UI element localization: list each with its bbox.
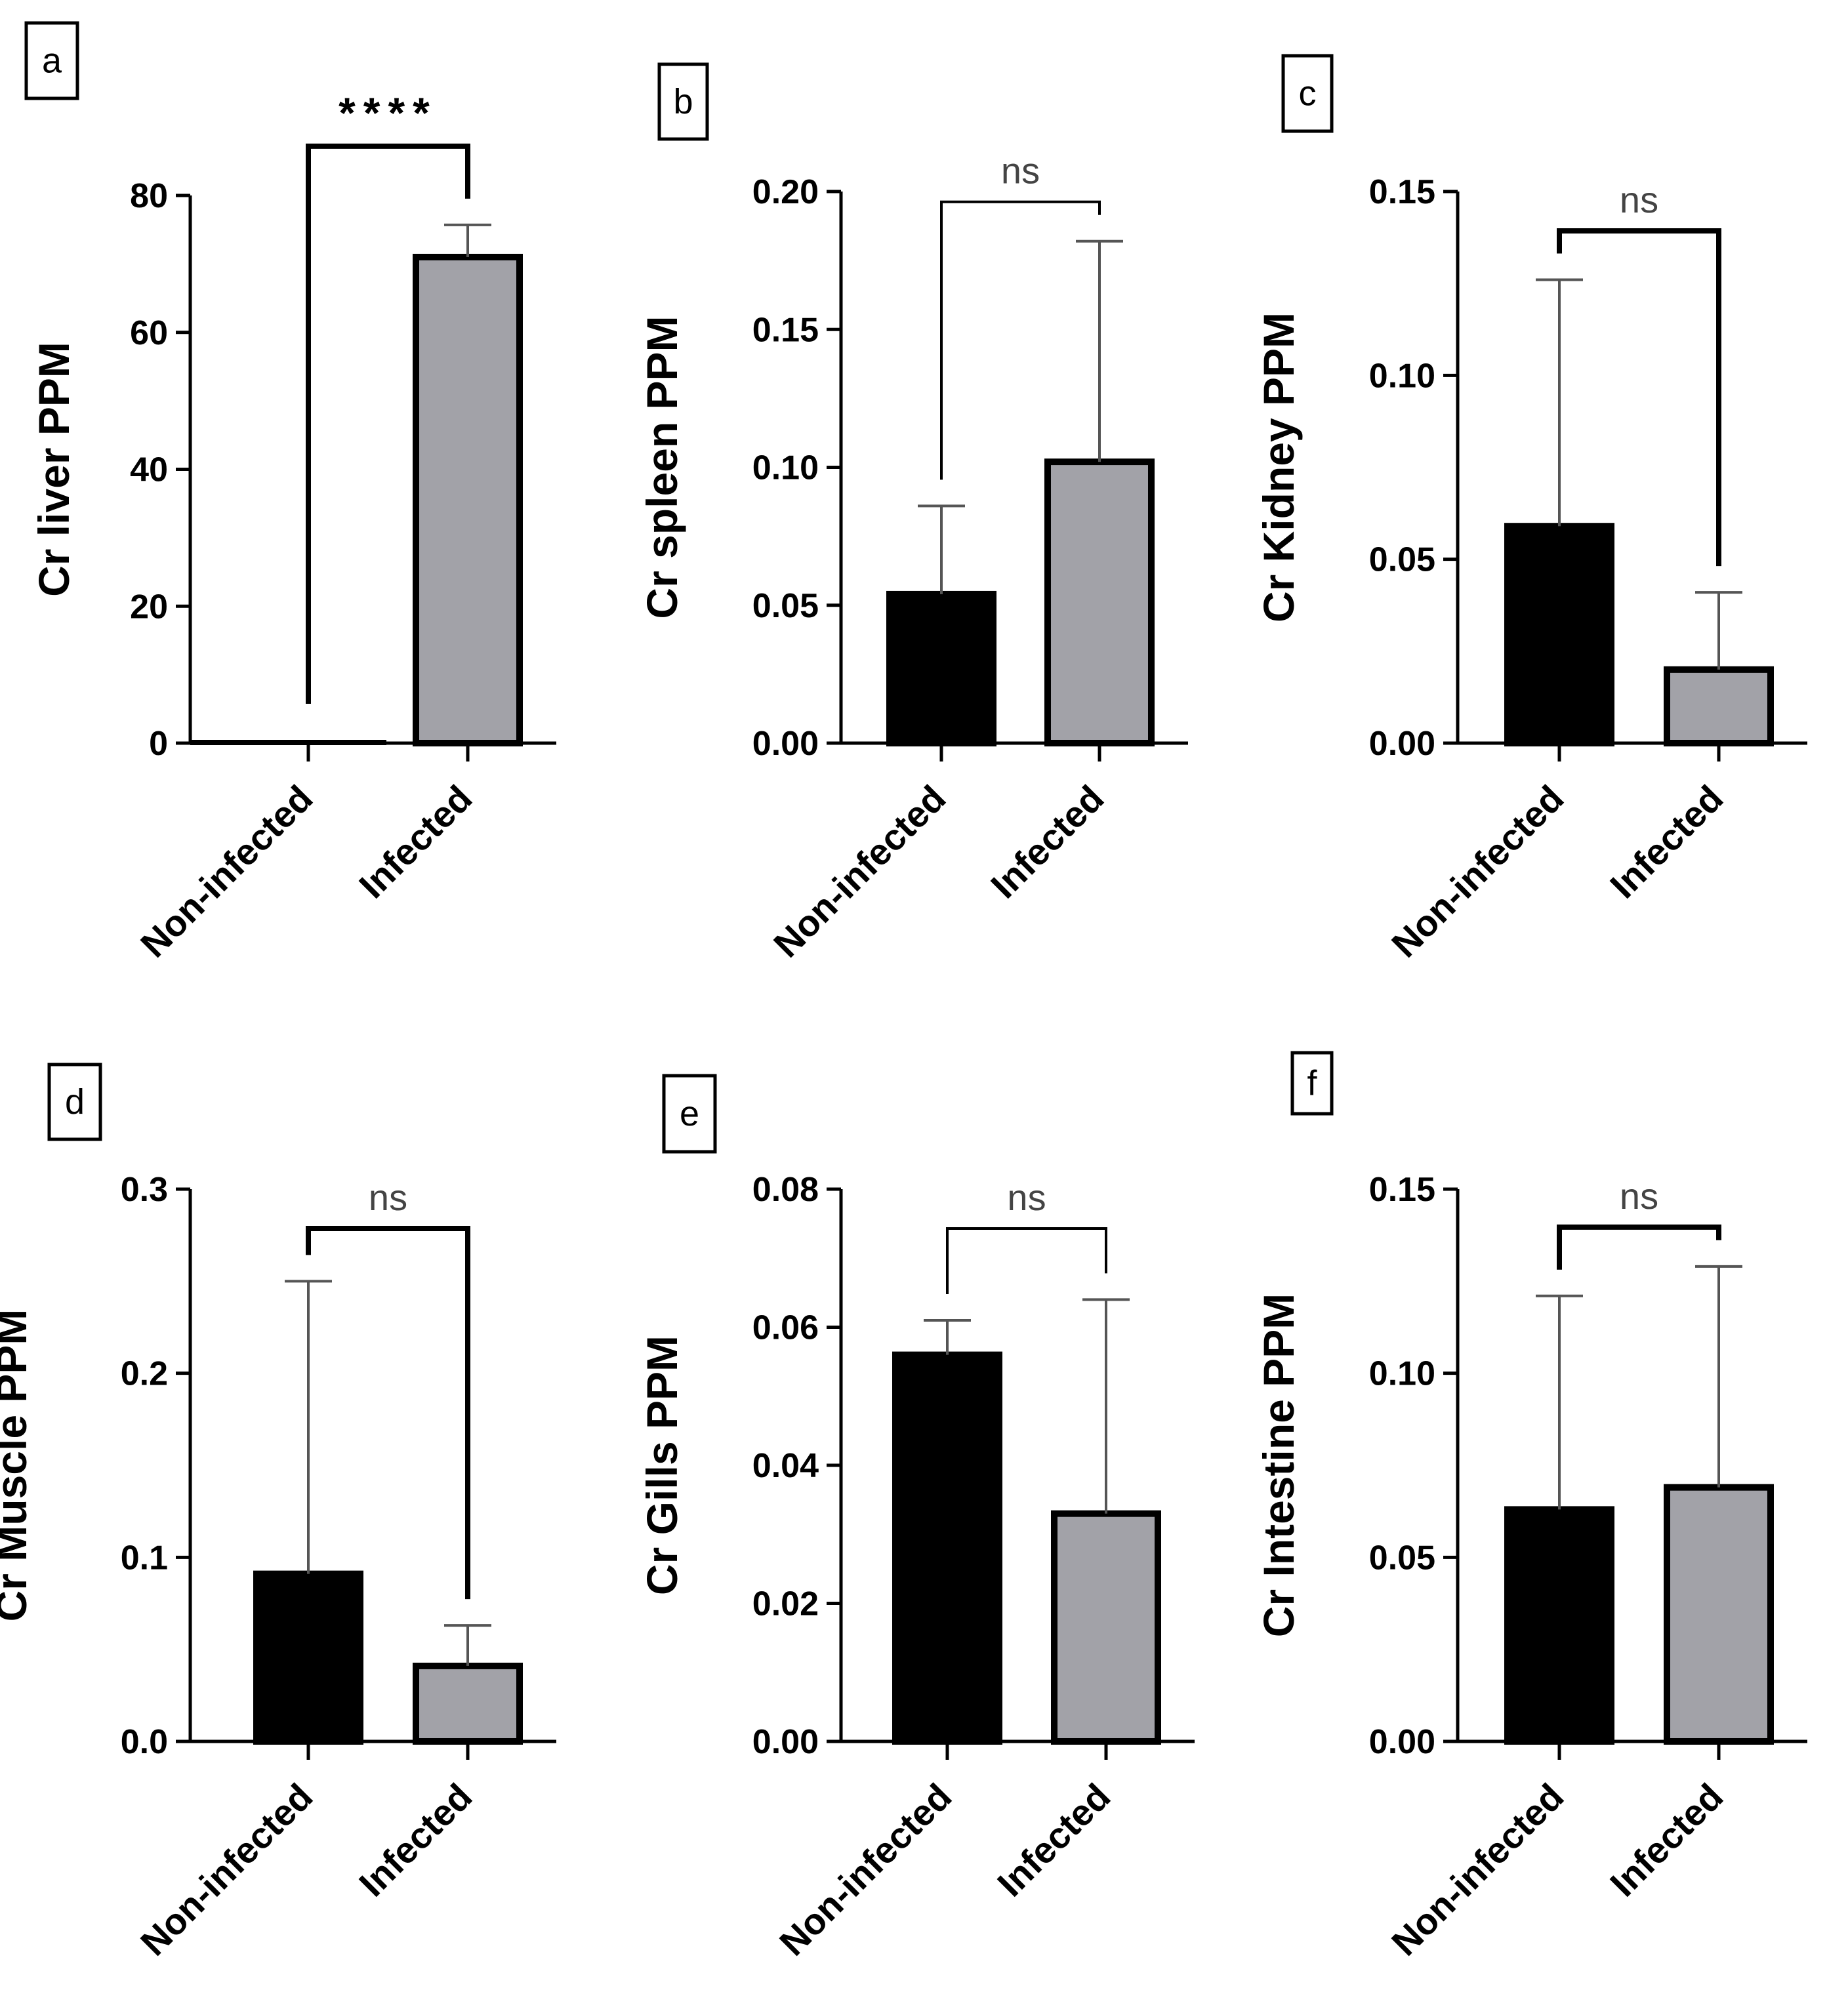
significance-label: ns bbox=[369, 1177, 407, 1218]
panel-label: e bbox=[680, 1094, 699, 1133]
x-tick-label: Infected bbox=[983, 777, 1111, 906]
y-tick-label: 0.15 bbox=[752, 311, 819, 349]
significance-bracket bbox=[940, 200, 1101, 480]
x-tick-label: Infected bbox=[1602, 777, 1731, 906]
y-tick-label: 0.06 bbox=[752, 1309, 819, 1347]
x-tick-label: Infected bbox=[351, 1776, 480, 1904]
bar-non-infected bbox=[886, 590, 996, 746]
panel-label-box bbox=[1281, 54, 1334, 133]
panel-a: a 0 20 40 60 80 Cr liver PPM Non-infected Infect… bbox=[24, 21, 556, 965]
panel-label: a bbox=[42, 41, 62, 81]
y-tick-label: 0.00 bbox=[1369, 1723, 1435, 1761]
panel-label: d bbox=[65, 1082, 85, 1122]
y-tick-label: 0.20 bbox=[752, 173, 819, 211]
y-tick-label: 0.00 bbox=[752, 1723, 819, 1761]
panel-b: b 0.00 0.05 0.10 0.15 0.20 Cr spleen PPM Non-in… bbox=[638, 62, 1188, 965]
panel-label-box bbox=[47, 1063, 102, 1141]
y-tick-label: 0.04 bbox=[752, 1447, 819, 1485]
panel-label-box bbox=[1290, 1051, 1334, 1116]
significance-bracket bbox=[1557, 228, 1721, 567]
panel-label: c bbox=[1299, 74, 1317, 113]
significance-label: ns bbox=[1620, 179, 1658, 220]
significance-bracket bbox=[946, 1227, 1107, 1294]
y-tick-label: 0.2 bbox=[121, 1355, 168, 1393]
panel-label: f bbox=[1307, 1064, 1317, 1103]
panel-label-box bbox=[24, 21, 79, 100]
y-tick-label: 0.15 bbox=[1369, 173, 1435, 211]
significance-bracket bbox=[306, 1226, 470, 1600]
panel-label: b bbox=[673, 82, 693, 121]
bar-non-infected bbox=[1504, 523, 1614, 746]
y-axis-label: Cr Intestine PPM bbox=[1254, 1293, 1303, 1637]
y-tick-label: 0.05 bbox=[1369, 1539, 1435, 1577]
y-axis-label: Cr spleen PPM bbox=[638, 315, 686, 619]
bar-non-infected bbox=[892, 1351, 1002, 1745]
y-axis-label: Cr Muscle PPM bbox=[0, 1309, 35, 1622]
y-tick-label: 0 bbox=[149, 725, 168, 763]
significance-label: ns bbox=[1007, 1177, 1046, 1218]
y-tick-label: 0.05 bbox=[752, 587, 819, 625]
y-tick-label: 0.15 bbox=[1369, 1171, 1435, 1209]
x-tick-label: Non-infected bbox=[1384, 777, 1572, 965]
x-tick-label: Infected bbox=[1602, 1776, 1731, 1904]
x-tick-label: Non-infected bbox=[766, 777, 954, 965]
bar-non-infected bbox=[1504, 1506, 1614, 1745]
x-tick-label: Non-infected bbox=[133, 777, 321, 965]
panel-f: f 0.00 0.05 0.10 0.15 Cr Intestine PPM Non-inf… bbox=[1254, 1051, 1807, 1964]
bar-non-infected bbox=[253, 1570, 363, 1745]
x-tick-label: Non-infected bbox=[133, 1776, 321, 1964]
bar-infected bbox=[413, 253, 523, 746]
x-tick-label: Infected bbox=[989, 1776, 1118, 1904]
x-tick-label: Non-infected bbox=[1384, 1776, 1572, 1964]
panel-label-box bbox=[662, 1074, 717, 1154]
significance-bracket bbox=[1557, 1224, 1721, 1270]
y-tick-label: 0.0 bbox=[121, 1723, 168, 1761]
x-tick-label: Non-infected bbox=[771, 1776, 960, 1964]
y-axis-label: Cr Kidney PPM bbox=[1254, 312, 1303, 622]
significance-label: **** bbox=[339, 89, 438, 137]
bar-infected bbox=[1044, 458, 1155, 747]
panel-c: c 0.00 0.05 0.10 0.15 Cr Kidney PPM Non-infect… bbox=[1254, 54, 1807, 965]
y-tick-label: 60 bbox=[130, 314, 168, 352]
panel-e: e 0.00 0.02 0.04 0.06 0.08 Cr Gills PPM Non-inf… bbox=[638, 1074, 1195, 1964]
y-axis-label: Cr liver PPM bbox=[30, 342, 78, 597]
bar-infected bbox=[1664, 1484, 1774, 1745]
panel-d: d 0.0 0.1 0.2 0.3 Cr Muscle PPM Non-infected In… bbox=[0, 1063, 556, 1964]
y-tick-label: 20 bbox=[130, 588, 168, 626]
y-tick-label: 0.3 bbox=[121, 1171, 168, 1209]
y-tick-label: 0.10 bbox=[1369, 357, 1435, 395]
y-tick-label: 40 bbox=[130, 451, 168, 489]
bar-infected bbox=[1664, 666, 1774, 746]
y-tick-label: 0.00 bbox=[1369, 725, 1435, 763]
y-axis-label: Cr Gills PPM bbox=[638, 1335, 686, 1595]
significance-bracket bbox=[306, 143, 470, 704]
y-tick-label: 0.10 bbox=[752, 449, 819, 487]
y-tick-label: 0.02 bbox=[752, 1585, 819, 1623]
y-tick-label: 0.05 bbox=[1369, 541, 1435, 579]
bar-infected bbox=[413, 1662, 523, 1745]
y-tick-label: 80 bbox=[130, 177, 168, 215]
bar-infected bbox=[1051, 1510, 1161, 1745]
y-tick-label: 0.1 bbox=[121, 1539, 168, 1577]
y-tick-label: 0.10 bbox=[1369, 1355, 1435, 1393]
x-tick-label: Infected bbox=[351, 777, 480, 906]
y-tick-label: 0.00 bbox=[752, 725, 819, 763]
panel-label-box bbox=[657, 62, 709, 141]
y-tick-label: 0.08 bbox=[752, 1171, 819, 1209]
significance-label: ns bbox=[1001, 150, 1040, 192]
significance-label: ns bbox=[1620, 1175, 1658, 1217]
